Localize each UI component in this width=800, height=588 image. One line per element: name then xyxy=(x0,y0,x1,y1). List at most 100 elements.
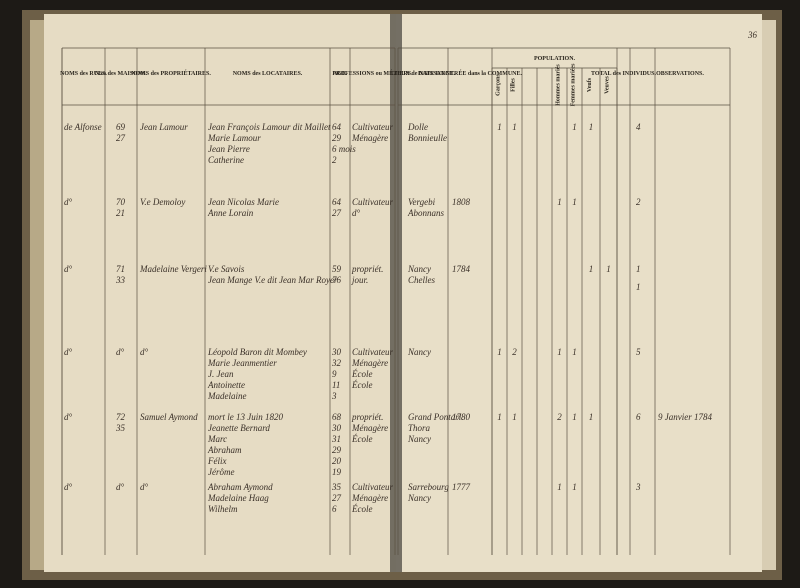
street: d° xyxy=(64,347,73,357)
tenant: Jean François Lamour dit Maillet xyxy=(208,122,331,132)
population-header: Hommes mariés xyxy=(556,64,562,106)
owner: Jean Lamour xyxy=(140,122,188,132)
total: 5 xyxy=(636,347,641,357)
birthplace: Nancy xyxy=(407,434,431,444)
birthplace: Dolle xyxy=(407,122,428,132)
age: 19 xyxy=(332,467,342,477)
age: 11 xyxy=(332,380,340,390)
house-number: 71 xyxy=(116,264,125,274)
age: 20 xyxy=(332,456,342,466)
tenant: Madelaine Haag xyxy=(207,493,269,503)
profession: d° xyxy=(352,208,361,218)
birthplace: Chelles xyxy=(408,275,435,285)
entry-date: 1784 xyxy=(452,264,471,274)
house-number: 27 xyxy=(116,133,126,143)
street: d° xyxy=(64,197,73,207)
age: 2 xyxy=(332,155,337,165)
age: 30 xyxy=(331,347,342,357)
population-count: 1 xyxy=(572,197,577,207)
tenant: Jean Nicolas Marie xyxy=(208,197,279,207)
owner: d° xyxy=(140,347,149,357)
page-edges xyxy=(762,20,776,570)
tenant: V.e Savois xyxy=(208,264,245,274)
profession: Cultivateur xyxy=(352,482,393,492)
street: de Alfonse xyxy=(64,122,102,132)
age: 64 xyxy=(332,122,342,132)
tenant: mort le 13 Juin 1820 xyxy=(208,412,283,422)
owner: d° xyxy=(140,482,149,492)
house-number: 35 xyxy=(115,423,126,433)
column-header: LIEUX de NAISSANCE. xyxy=(391,71,456,77)
birthplace: Nancy xyxy=(407,493,431,503)
profession: Cultivateur xyxy=(352,347,393,357)
tenant: Jérôme xyxy=(208,467,235,477)
total: 2 xyxy=(636,197,641,207)
birthplace: Nancy xyxy=(407,347,431,357)
tenant: Jean Pierre xyxy=(208,144,250,154)
profession: Ménagère xyxy=(351,493,388,503)
column-header: POPULATION. xyxy=(534,56,576,62)
street: d° xyxy=(64,482,73,492)
population-header: Veufs xyxy=(587,77,593,92)
population-header: Garçons xyxy=(496,74,502,96)
column-header: NOMS des RUES. xyxy=(60,71,107,77)
population-count: 1 xyxy=(589,122,594,132)
population-count: 1 xyxy=(572,412,577,422)
entry-date: 1780 xyxy=(452,412,471,422)
profession: Cultivateur xyxy=(352,197,393,207)
owner: V.e Demoloy xyxy=(140,197,185,207)
age: 29 xyxy=(332,445,342,455)
profession: École xyxy=(351,434,373,444)
column-header: NOMS des LOCATAIRES. xyxy=(233,71,303,77)
population-header: Veuves xyxy=(605,75,611,93)
tenant: Anne Lorain xyxy=(207,208,254,218)
entry-date: 1777 xyxy=(452,482,471,492)
age: 6 mois xyxy=(332,144,356,154)
population-count: 1 xyxy=(572,347,577,357)
birthplace: Grand Pontarl. xyxy=(408,412,464,422)
total: 4 xyxy=(636,122,641,132)
house-number: 69 xyxy=(116,122,126,132)
house-number: 33 xyxy=(115,275,126,285)
tenant: Abraham xyxy=(207,445,242,455)
age: 76 xyxy=(332,275,342,285)
profession: École xyxy=(351,380,373,390)
house-number: d° xyxy=(116,347,125,357)
tenant: Jean Mange V.e dit Jean Mar Royer xyxy=(208,275,338,285)
birthplace: Nancy xyxy=(407,264,431,274)
birthplace: Sarrebourg xyxy=(408,482,449,492)
profession: École xyxy=(351,504,373,514)
observation: 9 Janvier 1784 xyxy=(658,412,712,422)
page-number: 36 xyxy=(747,30,758,40)
tenant: Léopold Baron dit Mombey xyxy=(207,347,307,357)
age: 64 xyxy=(332,197,342,207)
tenant: J. Jean xyxy=(208,369,234,379)
entry-date: 1808 xyxy=(452,197,471,207)
total: 1 xyxy=(636,282,641,292)
gutter xyxy=(390,14,402,572)
column-header: OBSERVATIONS. xyxy=(656,71,704,77)
population-count: 1 xyxy=(557,482,562,492)
age: 68 xyxy=(332,412,342,422)
right-page xyxy=(396,14,762,572)
column-header: N.os des MAISONS. xyxy=(95,71,148,77)
column-header: TOTAL des INDIVIDUS. xyxy=(591,71,656,77)
population-count: 2 xyxy=(557,412,562,422)
population-count: 1 xyxy=(572,122,577,132)
left-page xyxy=(44,14,396,572)
tenant: Marie Jeanmentier xyxy=(207,358,277,368)
population-count: 1 xyxy=(512,412,517,422)
population-header: Femmes mariées xyxy=(571,63,577,106)
column-header: PROFESSIONS ou MÉTIERS. xyxy=(332,69,413,77)
population-count: 1 xyxy=(572,482,577,492)
age: 59 xyxy=(332,264,342,274)
age: 31 xyxy=(331,434,341,444)
population-count: 1 xyxy=(606,264,611,274)
birthplace: Abonnans xyxy=(407,208,444,218)
tenant: Jeanette Bernard xyxy=(208,423,270,433)
population-count: 1 xyxy=(589,412,594,422)
population-count: 2 xyxy=(512,347,517,357)
population-count: 1 xyxy=(557,347,562,357)
